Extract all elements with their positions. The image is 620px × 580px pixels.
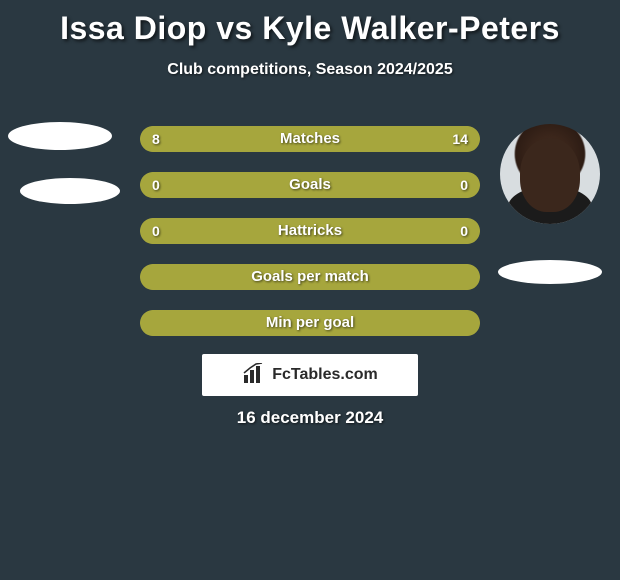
stat-bar: 814Matches bbox=[140, 126, 480, 152]
branding-text: FcTables.com bbox=[272, 366, 378, 384]
comparison-title: Issa Diop vs Kyle Walker-Peters bbox=[0, 0, 620, 47]
bar-label: Min per goal bbox=[140, 310, 480, 336]
decorative-ellipse bbox=[8, 122, 112, 150]
bar-chart-icon bbox=[242, 363, 266, 388]
decorative-ellipse bbox=[498, 260, 602, 284]
stat-bar: 00Goals bbox=[140, 172, 480, 198]
player-avatar-right bbox=[500, 124, 600, 224]
bar-label: Goals per match bbox=[140, 264, 480, 290]
bar-label: Matches bbox=[140, 126, 480, 152]
stat-bar: 00Hattricks bbox=[140, 218, 480, 244]
bar-label: Goals bbox=[140, 172, 480, 198]
branding-badge: FcTables.com bbox=[202, 354, 418, 396]
stat-bar: Min per goal bbox=[140, 310, 480, 336]
comparison-bars: 814Matches 00Goals 00Hattricks Goals per ma… bbox=[140, 126, 480, 356]
stat-bar: Goals per match bbox=[140, 264, 480, 290]
bar-label: Hattricks bbox=[140, 218, 480, 244]
snapshot-date: 16 december 2024 bbox=[0, 408, 620, 428]
comparison-subtitle: Club competitions, Season 2024/2025 bbox=[0, 61, 620, 79]
decorative-ellipse bbox=[20, 178, 120, 204]
